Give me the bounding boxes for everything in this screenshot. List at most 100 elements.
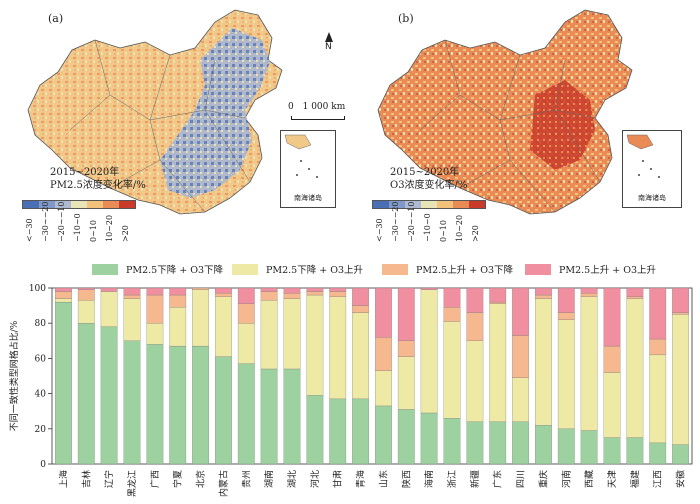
bar-湖北-s2 (283, 293, 301, 299)
colorbar-swatch-o3-2 (405, 201, 421, 208)
bar-新疆-s2 (466, 312, 484, 341)
bar-江西-s1 (649, 354, 667, 444)
bar-宁夏-s3 (169, 287, 187, 296)
bar-山东-s1 (375, 370, 392, 407)
colorbar-tick-pm25-6: >20 (121, 225, 130, 242)
bar-河南-s2 (557, 312, 575, 320)
legend-item-3: PM2.5上升 + O3上升 (525, 262, 656, 276)
increase-zone-b (530, 80, 595, 170)
x-tick-label-10: 湖北 (287, 470, 298, 488)
map-title-b-line1: 2015~2020年 (390, 167, 460, 178)
bar-内蒙古-s0 (215, 356, 232, 465)
bar-湖南-s0 (260, 368, 278, 465)
x-tick-label-24: 天津 (607, 470, 618, 488)
x-tick-label-7: 内蒙古 (217, 470, 229, 497)
x-tick-label-25: 福建 (629, 470, 641, 488)
map-pm25-china (27, 9, 283, 215)
bar-四川-s3 (512, 287, 529, 336)
bar-北京-s2 (192, 287, 209, 290)
colorbar-tick-pm25-3: −10~0 (73, 213, 82, 242)
colorbar-swatch-o3-0 (373, 201, 389, 208)
bar-海南-s1 (420, 289, 438, 414)
x-tick-label-9: 湖南 (263, 470, 275, 488)
decrease-zone-a (160, 28, 270, 198)
bar-湖南-s1 (260, 300, 278, 370)
y-tick-label-0: 0 (40, 460, 46, 470)
legend-swatch-2 (382, 263, 408, 275)
map-panel-pm25: (a) 2015~2020年 PM2.5浓度变化率/% <−30 −30~−20−… (0, 0, 350, 250)
bar-宁夏-s1 (169, 307, 187, 347)
bar-福建-s2 (626, 296, 644, 299)
colorbar-o3 (372, 200, 486, 209)
colorbar-swatch-o3-3 (421, 201, 437, 208)
bar-吉林-s3 (77, 287, 95, 290)
bar-天津-s3 (603, 287, 621, 347)
map-title-b-line2: O3浓度变化率/% (390, 180, 468, 191)
bar-甘肃-s3 (329, 287, 347, 292)
map-panel-o3: (b) 2015~2020年 O3浓度变化率/% <−30 −30~−20 −20~… (350, 0, 700, 250)
x-tick-label-22: 河南 (560, 470, 572, 488)
colorbar-swatch-o3-6 (469, 201, 485, 208)
colorbar-swatch-o3-4 (437, 201, 453, 208)
inset-south-china-sea-a: 南海诸岛 (280, 130, 336, 208)
bar-陕西-s3 (397, 287, 415, 341)
stacked-bar-chart: 020406080100不同一致性类型网格占比/%(c)上海吉林辽宁黑龙江广西宁… (8, 284, 693, 497)
map-o3-china (377, 9, 633, 215)
bar-河北-s1 (306, 294, 324, 396)
inset-map-a (284, 134, 318, 178)
bar-青海-s1 (352, 312, 369, 400)
colorbar-swatch-pm25-0 (23, 201, 39, 208)
bar-广西-s2 (146, 294, 164, 324)
legend-item-2: PM2.5上升 + O3下降 (382, 262, 513, 276)
x-tick-label-27: 安徽 (675, 470, 687, 488)
x-tick-label-1: 吉林 (80, 470, 92, 488)
bar-山东-s3 (375, 287, 392, 338)
bar-吉林-s2 (77, 289, 95, 301)
colorbar-tick-o3-6: >20 (471, 225, 480, 242)
bar-浙江-s0 (443, 418, 461, 465)
scale-bar: 0 1 000 km (288, 102, 345, 120)
bar-辽宁-s1 (100, 291, 118, 327)
plot-frame (51, 287, 693, 465)
colorbar-swatch-pm25-3 (71, 201, 87, 208)
bar-陕西-s2 (397, 340, 415, 357)
x-tick-label-18: 新疆 (469, 470, 481, 488)
bar-河南-s1 (557, 319, 575, 429)
bar-江西-s2 (649, 338, 667, 356)
x-tick-label-4: 广西 (149, 470, 161, 488)
inset-south-china-sea-b: 南海诸岛 (622, 130, 682, 208)
x-tick-label-13: 青海 (355, 470, 367, 488)
bar-山东-s2 (375, 337, 392, 371)
bar-四川-s0 (512, 421, 529, 465)
bar-内蒙古-s2 (215, 293, 232, 297)
bar-内蒙古-s3 (215, 287, 232, 294)
bar-重庆-s0 (535, 425, 552, 465)
bar-吉林-s1 (77, 300, 95, 324)
colorbar-swatch-pm25-6 (119, 201, 135, 208)
colorbar-tick-pm25-5: 10~20 (105, 214, 114, 242)
bar-广西-s3 (146, 287, 164, 296)
bar-浙江-s2 (443, 307, 461, 322)
bar-新疆-s3 (466, 287, 484, 313)
bar-浙江-s3 (443, 287, 461, 308)
bar-河南-s3 (557, 287, 575, 313)
bar-广东-s2 (489, 301, 507, 304)
colorbar-swatch-o3-1 (389, 201, 405, 208)
colorbar-tick-pm25-2: −20~−10 (57, 201, 66, 242)
x-tick-label-21: 重庆 (537, 470, 549, 488)
north-arrow: N (325, 32, 333, 52)
bar-江西-s0 (649, 442, 667, 465)
bar-广东-s1 (489, 303, 507, 422)
bar-新疆-s0 (466, 421, 484, 465)
legend-item-1: PM2.5下降 + O3上升 (232, 262, 363, 276)
colorbar-tick-pm25-4: 0~10 (89, 220, 98, 242)
province-borders-a (69, 39, 251, 213)
bar-甘肃-s0 (329, 398, 347, 465)
north-label: N (325, 42, 332, 52)
y-tick-label-2: 40 (35, 390, 47, 400)
bar-广西-s0 (146, 344, 164, 465)
colorbar-swatch-pm25-5 (103, 201, 119, 208)
bar-黑龙江-s3 (123, 287, 141, 296)
bar-新疆-s1 (466, 340, 484, 422)
bar-重庆-s3 (535, 287, 552, 296)
